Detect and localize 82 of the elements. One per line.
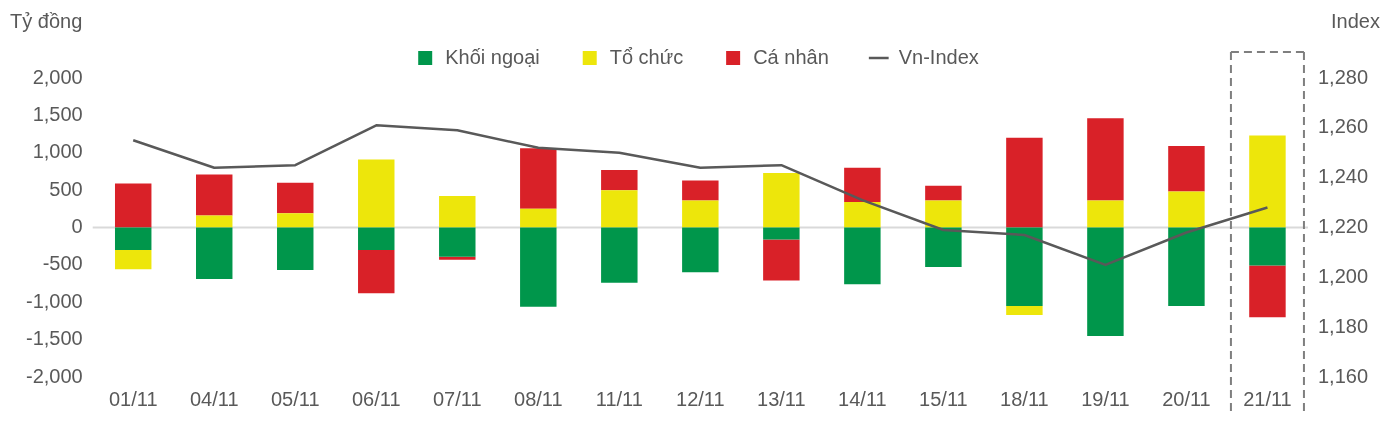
bar — [520, 227, 557, 307]
bar — [1087, 118, 1124, 201]
x-tick-label: 06/11 — [351, 387, 401, 410]
bar — [1006, 305, 1043, 315]
x-tick-label: 14/11 — [838, 387, 887, 410]
x-tick-label: 01/11 — [108, 387, 158, 410]
x-tick-label: 20/11 — [1162, 387, 1211, 410]
x-tick-label: 12/11 — [676, 387, 725, 410]
bar — [114, 227, 152, 250]
bar — [682, 180, 719, 201]
x-tick-label: 13/11 — [757, 387, 806, 410]
x-tick-label: 19/11 — [1081, 387, 1130, 410]
bar — [925, 185, 962, 201]
bar — [601, 169, 638, 191]
y2-tick-label: 1,240 — [1317, 165, 1369, 188]
bar — [520, 208, 557, 228]
bar — [844, 202, 881, 228]
y-tick-label: 2,000 — [32, 65, 83, 88]
bar — [439, 256, 476, 260]
y2-tick-label: 1,180 — [1317, 314, 1369, 337]
bar — [682, 227, 719, 273]
bar — [925, 200, 962, 228]
y2-tick-label: 1,260 — [1317, 115, 1369, 138]
bar — [439, 196, 476, 228]
bar — [1087, 227, 1124, 336]
y-tick-label: -500 — [42, 252, 83, 275]
bar — [682, 200, 719, 228]
bar — [196, 227, 233, 280]
x-tick-label: 08/11 — [514, 387, 563, 410]
bar — [358, 249, 395, 294]
legend-label: Khối ngoại — [445, 45, 540, 68]
bar — [358, 159, 395, 228]
x-tick-label: 05/11 — [270, 387, 320, 410]
bar — [844, 167, 881, 203]
bar — [114, 249, 152, 270]
bar — [439, 227, 476, 257]
bar — [277, 213, 314, 228]
legend-label: Vn-Index — [898, 45, 979, 68]
x-tick-label: 15/11 — [919, 387, 968, 410]
bar — [1249, 265, 1286, 318]
bar — [763, 239, 800, 281]
bar — [277, 182, 314, 214]
bar — [114, 183, 152, 228]
y-axis-title: Tỷ đồng — [10, 9, 83, 32]
y2-tick-label: 1,200 — [1317, 264, 1369, 287]
y-tick-label: 1,000 — [32, 140, 83, 163]
bar — [277, 227, 314, 271]
y-tick-label: -1,000 — [25, 289, 83, 312]
bar — [601, 227, 638, 283]
legend-label: Cá nhân — [753, 45, 829, 68]
bar — [358, 227, 395, 250]
y2-tick-label: 1,220 — [1317, 215, 1369, 238]
bar — [1249, 227, 1286, 266]
y-tick-label: 1,500 — [32, 102, 83, 125]
bar — [601, 190, 638, 228]
bar — [1006, 227, 1043, 306]
x-tick-label: 11/11 — [595, 387, 643, 410]
bar — [844, 227, 881, 285]
x-tick-label: 04/11 — [189, 387, 239, 410]
y-tick-label: 500 — [49, 177, 83, 200]
bar — [763, 172, 800, 228]
y-tick-label: -1,500 — [25, 327, 83, 350]
bar — [763, 227, 800, 240]
bar — [1249, 135, 1286, 228]
x-tick-label: 21/11 — [1243, 387, 1292, 410]
y2-tick-label: 1,160 — [1317, 364, 1369, 387]
bar — [196, 174, 233, 216]
y-tick-label: 0 — [71, 215, 83, 238]
bar — [1168, 191, 1205, 228]
y-tick-label: -2,000 — [25, 364, 83, 387]
bar — [925, 227, 962, 268]
y2-axis-title: Index — [1331, 9, 1380, 32]
bar — [1168, 146, 1205, 192]
bar — [1006, 137, 1043, 228]
bar — [196, 215, 233, 228]
bar — [1087, 200, 1124, 228]
x-tick-label: 07/11 — [432, 387, 482, 410]
y2-tick-label: 1,280 — [1317, 65, 1369, 88]
legend-label: Tổ chức — [609, 45, 684, 68]
x-tick-label: 18/11 — [1000, 387, 1049, 410]
bar — [520, 148, 557, 209]
bar — [1168, 227, 1205, 306]
